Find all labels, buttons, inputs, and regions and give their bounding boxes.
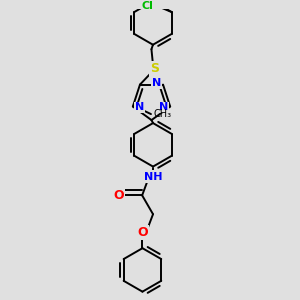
Text: O: O (137, 226, 148, 239)
Text: N: N (159, 102, 168, 112)
Text: O: O (114, 189, 124, 202)
Text: S: S (150, 62, 159, 75)
Text: NH: NH (144, 172, 162, 182)
Text: CH₃: CH₃ (153, 109, 172, 119)
Text: N: N (152, 78, 161, 88)
Text: Cl: Cl (142, 1, 154, 11)
Text: N: N (135, 102, 144, 112)
